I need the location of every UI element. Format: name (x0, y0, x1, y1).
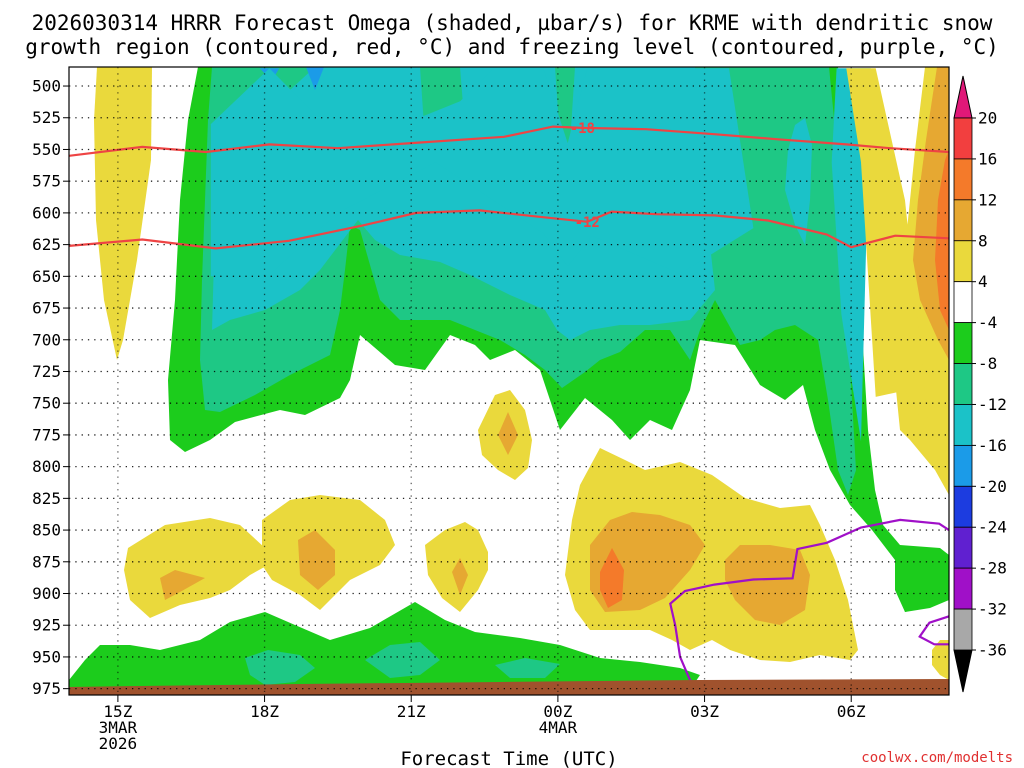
colorbar-label-20: 20 (978, 109, 997, 128)
colorbar-segment--32-to--36 (953, 608, 973, 651)
omega-fill-yellow-left-column (94, 67, 152, 360)
x-tick-label-4MAR: 4MAR (539, 718, 578, 737)
chart-title-line-2: growth region (contoured, red, °C) and f… (25, 35, 999, 59)
y-tick-label-800: 800 (32, 457, 61, 476)
omega-fill-seagreen-lowlevel-1 (245, 650, 315, 685)
y-tick-label-625: 625 (32, 235, 61, 254)
freezing-level-contour-secondary (918, 615, 949, 646)
colorbar-label--28: -28 (978, 559, 1007, 578)
x-tick-label-03Z: 03Z (690, 702, 719, 721)
omega-data-overlays (210, 68, 930, 442)
colorbar-label--32: -32 (978, 600, 1007, 619)
dendritic-contour-minus12-label: -12 (575, 215, 600, 231)
y-tick-label-775: 775 (32, 425, 61, 444)
chart-title-line-1: 2026030314 HRRR Forecast Omega (shaded, … (32, 11, 993, 35)
y-tick-label-850: 850 (32, 521, 61, 540)
y-tick-label-650: 650 (32, 267, 61, 286)
omega-fill-blue-spike (306, 67, 324, 90)
y-tick-label-725: 725 (32, 362, 61, 381)
omega-fill-orange-blob-4 (498, 412, 518, 455)
omega-region-ascent-12 (210, 68, 754, 279)
plot-frame (68, 66, 950, 696)
y-tick-label-950: 950 (32, 647, 61, 666)
y-tick-label-550: 550 (32, 140, 61, 159)
y-tick-label-525: 525 (32, 108, 61, 127)
y-tick-label-975: 975 (32, 679, 61, 698)
dendritic-contour-minus12 (69, 209, 949, 250)
omega-region-warm-ascent-8 (846, 68, 930, 435)
colorbar-label--36: -36 (978, 641, 1007, 660)
x-axis-title: Forecast Time (UTC) (400, 748, 617, 768)
colorbar-segment--28-to--32 (953, 567, 973, 610)
colorbar-segment-16-to-12 (953, 158, 973, 201)
omega-fill-green-lowright (895, 550, 949, 612)
colorbar-segment-4-to--4 (953, 281, 973, 324)
grid-lines (69, 67, 949, 695)
x-tick-label-15Z: 15Z (103, 702, 132, 721)
omega-fill-orange-blob-5b (725, 545, 810, 625)
omega-fill-seagreen-lowlevel-3 (495, 658, 560, 678)
y-tick-label-900: 900 (32, 584, 61, 603)
omega-fill-darkorange-right-column (935, 150, 949, 330)
y-tick-label-700: 700 (32, 330, 61, 349)
terrain-ground (69, 679, 949, 695)
omega-fill-orange-blob-3 (452, 558, 468, 595)
colorbar-segment--8-to--12 (953, 363, 973, 405)
omega-fill-yellow-lowright (932, 640, 949, 680)
x-tick-label-3MAR: 3MAR (99, 718, 138, 737)
colorbar-segment-20-to-16 (953, 117, 973, 160)
colorbar-segment-8-to-4 (953, 240, 973, 283)
colorbar-segment--24-to--28 (953, 526, 973, 569)
colorbar-label-8: 8 (978, 231, 988, 250)
y-tick-label-875: 875 (32, 552, 61, 571)
y-tick-label-500: 500 (32, 77, 61, 96)
colorbar-label--16: -16 (978, 436, 1007, 455)
y-tick-label-925: 925 (32, 616, 61, 635)
omega-fill-yellow-blob-1 (124, 518, 268, 618)
x-tick-label-21Z: 21Z (397, 702, 426, 721)
omega-colorbar: 20 16 12 8 4 -4 -8 -12 -16 -20 -24 -28 -32 -36 (953, 75, 1007, 693)
omega-fill-orange-blob-1 (160, 570, 205, 600)
dendritic-contour-minus18-label: -18 (570, 121, 595, 137)
x-tick-label-18Z: 18Z (250, 702, 279, 721)
colorbar-label--4: -4 (978, 313, 997, 332)
pressure-axis: 500 525 550 575 600 625 650 675 700 725 750 775 800 8… (32, 77, 69, 698)
colorbar-bottom-arrow (953, 649, 973, 693)
x-tick-label-2026: 2026 (99, 734, 138, 753)
credit-text: coolwx.com/modelts (861, 750, 1013, 766)
y-tick-label-750: 750 (32, 394, 61, 413)
freezing-level-contour (669, 518, 949, 694)
colorbar-label-4: 4 (978, 272, 988, 291)
colorbar-label--12: -12 (978, 395, 1007, 414)
colorbar-segment--16-to--20 (953, 444, 973, 487)
colorbar-label--8: -8 (978, 354, 997, 373)
omega-fill-cyan-right (785, 118, 812, 245)
omega-fill-seagreen-lowlevel-2 (365, 642, 440, 678)
y-tick-label-825: 825 (32, 489, 61, 508)
x-tick-label-06Z: 06Z (837, 702, 866, 721)
x-tick-label-00Z: 00Z (543, 702, 572, 721)
colorbar-label-16: 16 (978, 149, 997, 168)
colorbar-label--24: -24 (978, 518, 1007, 537)
y-tick-label-600: 600 (32, 203, 61, 222)
colorbar-label--20: -20 (978, 477, 1007, 496)
y-tick-label-675: 675 (32, 299, 61, 318)
colorbar-segment-12-to-8 (953, 199, 973, 242)
colorbar-label-12: 12 (978, 190, 997, 209)
y-tick-label-575: 575 (32, 172, 61, 191)
plot-layers: -18 -12 (69, 67, 949, 695)
colorbar-top-arrow (953, 75, 973, 119)
omega-fill-orange-blob-2 (298, 530, 335, 590)
colorbar-segment--4-to--8 (953, 322, 973, 364)
colorbar-segment--12-to--16 (953, 404, 973, 446)
colorbar-segment--20-to--24 (953, 485, 973, 528)
